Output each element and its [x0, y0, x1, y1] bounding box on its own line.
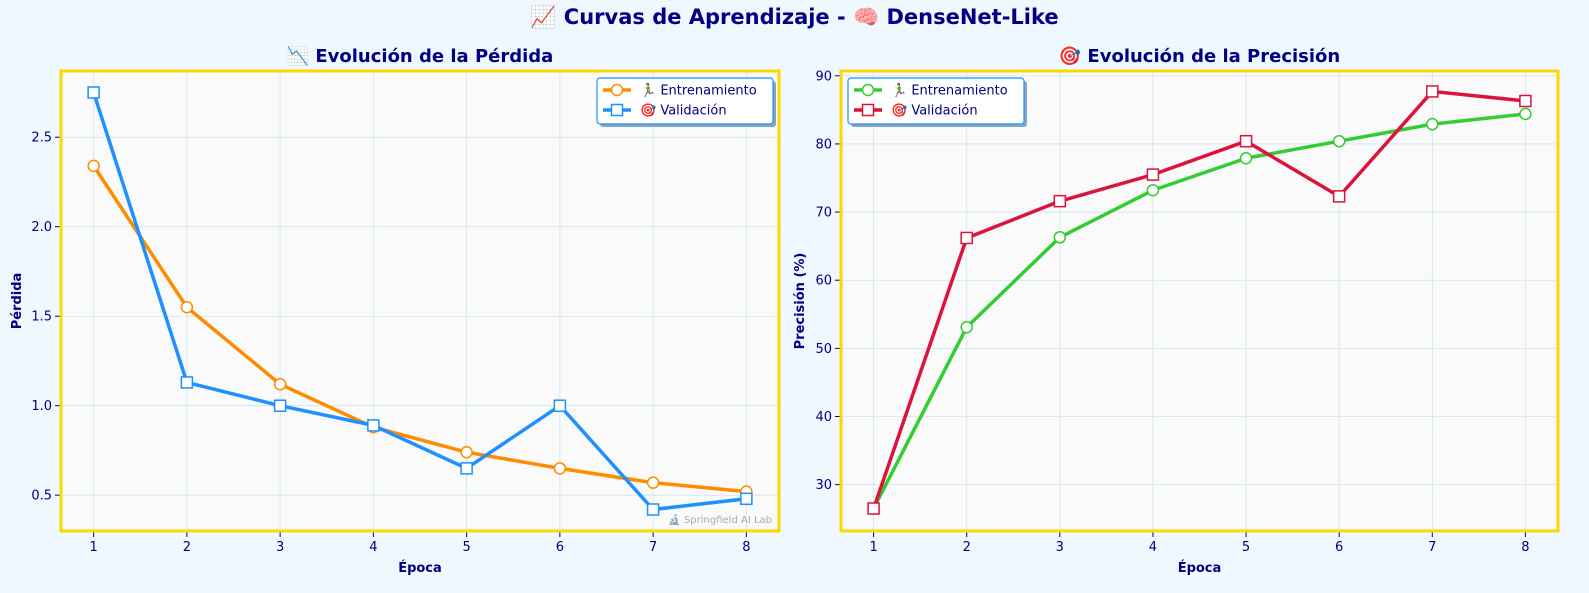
figure-title: 📈 Curvas de Aprendizaje - 🧠 DenseNet-Lik…: [530, 5, 1059, 29]
data-point-circle: [1146, 184, 1160, 197]
y-axis-label: Precisión (%): [793, 253, 808, 350]
data-point-circle: [1519, 107, 1532, 121]
plot-frame: [59, 69, 781, 533]
data-point-circle: [1426, 117, 1439, 131]
legend-box: [596, 77, 774, 125]
legend: 🏃‍♂️ Entrenamiento 🎯 Validación: [847, 77, 1027, 127]
y-tick-label: 1.5: [31, 310, 52, 325]
data-point-circle: [460, 445, 473, 459]
data-point-circle: [646, 476, 660, 489]
series-line: [91, 90, 749, 512]
x-tick-label: 1: [89, 540, 97, 555]
data-point-square: [646, 503, 660, 516]
data-point-circle: [87, 159, 100, 173]
x-tick-label: 7: [649, 540, 657, 555]
data-point-circle: [273, 377, 287, 391]
x-tick-label: 5: [1242, 540, 1250, 555]
data-point-square: [87, 86, 100, 99]
chart-title: 📉 Evolución de la Pérdida: [287, 45, 554, 67]
legend-label: 🎯 Validación: [640, 103, 727, 119]
legend-marker-circle: [861, 83, 875, 97]
data-point-square: [1053, 194, 1067, 208]
x-axis-label: Época: [398, 560, 442, 576]
series-line: [91, 164, 749, 494]
y-tick-label: 60: [815, 274, 832, 289]
plot-area: [61, 71, 779, 531]
x-tick-label: 5: [462, 540, 470, 555]
x-tick-label: 1: [869, 540, 877, 555]
data-point-square: [867, 502, 880, 515]
y-tick-label: 70: [815, 206, 832, 221]
data-point-square: [1332, 190, 1346, 203]
data-point-circle: [1053, 231, 1067, 244]
data-point-square: [1146, 168, 1160, 181]
series-line: [871, 112, 1528, 511]
series-validation: [87, 86, 753, 516]
data-point-square: [740, 492, 753, 506]
x-tick-label: 3: [276, 540, 284, 555]
legend-marker-circle: [610, 83, 624, 97]
data-point-circle: [553, 462, 567, 475]
legend-marker-square: [861, 103, 875, 117]
chart-title: 🎯 Evolución de la Precisión: [1059, 46, 1340, 67]
x-tick-label: 3: [1056, 540, 1064, 555]
y-tick-label: 40: [815, 410, 832, 425]
data-point-circle: [1239, 151, 1253, 165]
data-point-circle: [180, 301, 194, 314]
y-tick-label: 30: [815, 478, 832, 493]
x-tick-label: 2: [183, 540, 191, 555]
y-tick-label: 50: [815, 342, 832, 357]
data-point-square: [1519, 94, 1532, 108]
x-tick-label: 8: [742, 540, 750, 555]
series-validation: [867, 85, 1532, 515]
watermark-text: 🔬 Springfield AI Lab: [668, 513, 772, 526]
legend-label: 🏃‍♂️ Entrenamiento: [891, 83, 1008, 99]
series-train: [867, 107, 1532, 515]
series-line: [871, 89, 1528, 511]
y-tick-label: 80: [815, 137, 832, 152]
x-tick-label: 4: [1149, 540, 1157, 555]
legend-label: 🎯 Validación: [891, 103, 978, 119]
y-axis-label: Pérdida: [10, 273, 25, 330]
x-tick-label: 6: [1335, 540, 1343, 555]
legend-marker-square: [610, 103, 624, 117]
data-point-square: [960, 231, 973, 245]
x-tick-label: 8: [1521, 540, 1529, 555]
x-axis-label: Época: [1178, 560, 1222, 576]
data-point-circle: [1332, 134, 1346, 148]
y-tick-label: 0.5: [31, 489, 52, 504]
plot-frame: [839, 69, 1560, 533]
plot-area: [841, 71, 1558, 531]
data-point-circle: [960, 320, 973, 334]
series-train: [87, 159, 753, 498]
data-point-square: [1426, 85, 1439, 98]
data-point-square: [180, 376, 194, 389]
data-point-square: [1239, 134, 1253, 148]
y-tick-label: 1.0: [31, 399, 52, 414]
legend: 🏃‍♂️ Entrenamiento 🎯 Validación: [596, 77, 776, 127]
x-tick-label: 4: [369, 540, 377, 555]
x-tick-label: 2: [963, 540, 971, 555]
chart-panel-2: 1 2 3 4 5 6 7 8 30 40 50 60 70 80 90 🎯 Evolución de la …: [793, 46, 1560, 576]
y-tick-label: 2.0: [31, 220, 52, 235]
legend-label: 🏃‍♂️ Entrenamiento: [640, 83, 757, 99]
y-tick-label: 90: [815, 69, 832, 84]
chart-panel-1: 1 2 3 4 5 6 7 8 0.5 1.0 1.5 2.0 2.5 📉 Evolución de la…: [10, 45, 781, 576]
data-point-square: [273, 399, 287, 412]
data-point-square: [460, 462, 473, 475]
x-tick-label: 7: [1428, 540, 1436, 555]
y-tick-label: 2.5: [31, 131, 52, 146]
legend-box: [847, 77, 1025, 125]
x-tick-label: 6: [556, 540, 564, 555]
data-point-square: [367, 419, 380, 432]
data-point-square: [553, 399, 567, 412]
